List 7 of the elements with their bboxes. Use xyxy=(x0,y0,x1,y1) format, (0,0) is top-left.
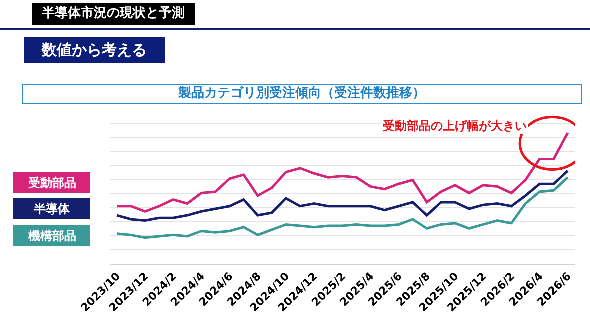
text: 半導体 xyxy=(33,202,71,216)
text: 数値から考える xyxy=(24,37,165,63)
text: 機構部品 xyxy=(28,229,76,243)
chart-title: 製品カテゴリ別受注傾向（受注件数推移） xyxy=(22,84,582,104)
text: 半導体市況の現状と予測 xyxy=(32,3,195,25)
text: 受動部品 xyxy=(28,176,76,190)
text: 受動部品の上げ幅が大きい xyxy=(382,119,527,133)
